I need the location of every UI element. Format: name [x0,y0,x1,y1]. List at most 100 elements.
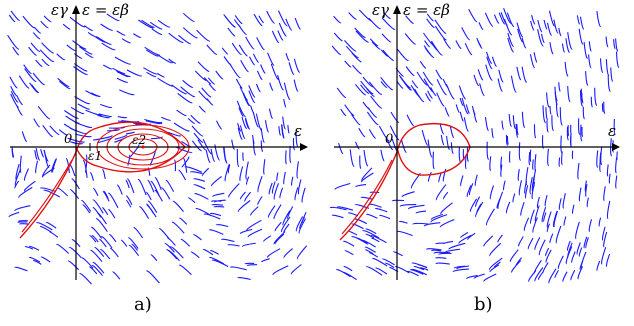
field-segment [529,176,533,195]
field-segment [367,107,378,118]
field-segment [248,85,256,98]
field-segment [503,8,512,24]
field-segment [498,12,506,25]
field-segment [287,124,290,134]
field-segment [257,196,263,206]
field-segment [272,265,289,276]
field-segment [506,135,509,145]
field-segment [10,93,19,108]
field-segment [368,81,383,95]
field-segment [558,27,562,37]
field-segment [72,40,87,50]
field-segment [7,34,20,50]
field-segment [32,72,46,86]
field-segment [579,16,585,30]
field-segment [567,32,573,50]
field-segment [543,19,548,30]
field-segment [33,26,42,34]
field-segment [17,221,28,223]
field-segment [100,135,113,140]
field-segment [63,123,78,132]
field-segment [355,30,369,43]
field-segment [396,48,409,62]
field-segment [516,66,522,81]
field-segment [531,15,536,25]
field-segment [295,216,304,232]
field-segment [436,79,447,96]
field-segment [146,71,157,78]
field-segment [43,15,52,23]
field-segment [382,49,395,61]
field-segment [518,236,524,247]
field-segment [95,218,108,233]
field-segment [544,194,548,207]
field-segment [588,41,592,52]
field-segment [23,64,32,75]
field-segment [268,108,273,120]
field-segment [178,169,187,181]
field-segment [368,129,377,139]
field-segment [520,202,525,216]
field-segment [560,135,563,154]
field-segment [524,185,529,199]
field-segment [62,23,71,30]
field-segment [444,107,450,117]
field-segment [351,236,369,245]
field-segment [231,139,235,150]
field-segment [237,277,251,281]
field-segment [489,242,502,257]
field-segment [103,64,113,70]
field-segment [419,60,427,69]
field-segment [443,38,452,49]
field-segment [382,258,395,266]
field-segment [245,176,250,186]
field-segment [582,106,585,120]
field-segment [59,80,71,90]
field-segment [203,213,221,220]
caption-a: a) [134,294,152,315]
field-segment [545,247,550,257]
field-segment [449,125,455,138]
field-segment [567,86,571,103]
field-segment [190,251,200,259]
field-segment [285,18,293,31]
field-segment [468,183,474,196]
field-segment [540,33,545,44]
field-segment [555,225,562,244]
field-segment [14,205,31,212]
field-segment [580,251,587,269]
field-segment [576,242,581,255]
field-segment [33,118,41,128]
field-segment [128,244,140,257]
field-segment [483,273,497,282]
field-segment [149,21,163,30]
field-segment [460,232,469,238]
field-segment [459,97,464,107]
field-segment [608,173,611,184]
field-segment [607,75,611,92]
field-segment [390,111,400,123]
field-segment [512,115,516,130]
field-segment [298,218,306,234]
field-segment [484,12,494,27]
field-segment [533,169,537,187]
field-segment [240,60,249,73]
field-segment [427,139,433,158]
x-axis-arrow-b [612,143,620,151]
field-segment [41,42,55,54]
field-segment [107,192,119,209]
caption-b: b) [474,294,493,315]
field-segment [438,252,452,255]
field-segment [89,235,97,243]
field-segment [215,224,229,228]
field-segment [424,40,431,48]
trajectory-curve [21,159,73,233]
field-segment [18,186,33,199]
field-segment [137,178,147,196]
field-segment [440,134,445,146]
point-label-e1-a: ε1 [88,149,102,163]
field-segment [112,67,126,74]
field-segment [507,33,514,47]
field-segment [578,247,583,257]
field-segment [165,179,175,193]
